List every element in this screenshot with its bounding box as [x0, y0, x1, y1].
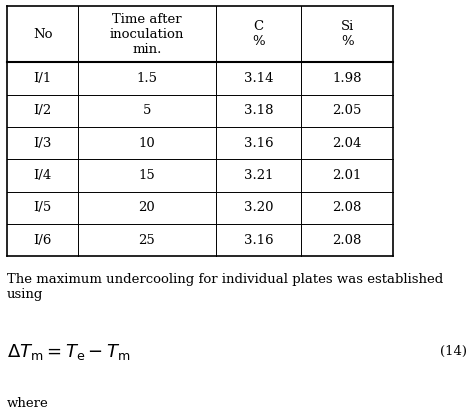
Text: 1.5: 1.5 [137, 72, 157, 85]
Text: 15: 15 [138, 169, 155, 182]
Text: 2.05: 2.05 [333, 104, 362, 117]
Text: Time after
inoculation
min.: Time after inoculation min. [110, 13, 184, 56]
Text: 3.21: 3.21 [244, 169, 273, 182]
Text: I/4: I/4 [34, 169, 52, 182]
Text: I/1: I/1 [34, 72, 52, 85]
Text: 3.20: 3.20 [244, 201, 273, 215]
Text: 10: 10 [138, 137, 155, 150]
Text: 25: 25 [138, 234, 155, 247]
Text: C
%: C % [252, 20, 264, 48]
Text: 5: 5 [143, 104, 151, 117]
Text: 1.98: 1.98 [332, 72, 362, 85]
Text: 3.14: 3.14 [244, 72, 273, 85]
Text: 3.16: 3.16 [244, 234, 273, 247]
Text: 2.04: 2.04 [333, 137, 362, 150]
Text: No: No [33, 28, 53, 41]
Text: 2.01: 2.01 [333, 169, 362, 182]
Text: where: where [7, 397, 49, 410]
Text: 2.08: 2.08 [333, 201, 362, 215]
Text: The maximum undercooling for individual plates was established
using: The maximum undercooling for individual … [7, 273, 443, 301]
Text: I/6: I/6 [34, 234, 52, 247]
Text: 3.16: 3.16 [244, 137, 273, 150]
Text: 20: 20 [138, 201, 155, 215]
Text: I/3: I/3 [34, 137, 52, 150]
Text: $\Delta T_{\mathrm{m}} = T_{\mathrm{e}} - T_{\mathrm{m}}$: $\Delta T_{\mathrm{m}} = T_{\mathrm{e}} … [7, 342, 131, 362]
Text: 3.18: 3.18 [244, 104, 273, 117]
Text: Si
%: Si % [341, 20, 354, 48]
Text: I/2: I/2 [34, 104, 52, 117]
Text: I/5: I/5 [34, 201, 52, 215]
Text: (14): (14) [440, 345, 467, 359]
Text: 2.08: 2.08 [333, 234, 362, 247]
